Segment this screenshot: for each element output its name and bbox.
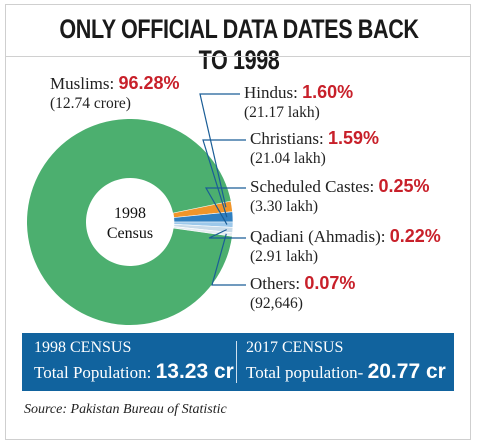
label-others-count: (92,646) [250, 295, 303, 312]
title-divider [6, 56, 470, 57]
center-label-line-2: Census [106, 225, 154, 242]
census-2017: 2017 CENSUS Total population- 20.77 cr [246, 338, 446, 387]
center-label: 1998 Census [92, 204, 168, 244]
label-muslims-percent: 96.28% [118, 73, 180, 93]
center-label-line-1: 1998 [114, 205, 146, 222]
label-others: Others: 0.07% (92,646) [250, 273, 356, 312]
label-christians-count: (21.04 lakh) [250, 150, 326, 167]
label-muslims: Muslims: 96.28% (12.74 crore) [50, 73, 180, 112]
label-qadiani-name: Qadiani (Ahmadis) [250, 227, 381, 246]
label-scheduled-castes-name: Scheduled Castes [250, 177, 370, 196]
chart-title: ONLY OFFICIAL DATA DATES BACK TO 1998 [59, 14, 419, 75]
label-scheduled-castes: Scheduled Castes: 0.25% (3.30 lakh) [250, 176, 430, 215]
label-christians-percent: 1.59% [327, 128, 379, 148]
label-muslims-name: Muslims [50, 74, 110, 93]
census-banner: 1998 CENSUS Total Population: 13.23 cr 2… [22, 333, 454, 391]
label-muslims-count: (12.74 crore) [50, 95, 131, 112]
census-1998-heading: 1998 CENSUS [34, 339, 132, 356]
label-hindus: Hindus: 1.60% (21.17 lakh) [244, 82, 354, 121]
census-2017-label: Total population- [246, 363, 364, 382]
label-hindus-name: Hindus [244, 83, 294, 102]
census-2017-value: 20.77 cr [367, 360, 446, 383]
label-qadiani-count: (2.91 lakh) [250, 248, 319, 265]
census-2017-heading: 2017 CENSUS [246, 339, 344, 356]
label-others-name: Others [250, 274, 296, 293]
label-christians: Christians: 1.59% (21.04 lakh) [250, 128, 379, 167]
label-qadiani: Qadiani (Ahmadis): 0.22% (2.91 lakh) [250, 226, 441, 265]
label-hindus-percent: 1.60% [302, 82, 354, 102]
label-others-percent: 0.07% [304, 273, 356, 293]
slice-muslims [26, 118, 232, 325]
label-hindus-count: (21.17 lakh) [244, 104, 320, 121]
banner-divider [236, 341, 237, 383]
census-1998-label: Total Population: [34, 363, 152, 382]
leader-line-hindus [199, 93, 240, 208]
census-1998: 1998 CENSUS Total Population: 13.23 cr [34, 338, 234, 387]
leader-line-others [211, 233, 246, 286]
chart-frame [5, 4, 471, 440]
census-1998-value: 13.23 cr [155, 360, 234, 383]
leader-line-scheduled-castes [204, 187, 246, 225]
leader-line-christians [202, 139, 246, 218]
leader-line-qadiani [208, 229, 246, 239]
label-scheduled-castes-percent: 0.25% [378, 176, 430, 196]
label-scheduled-castes-count: (3.30 lakh) [250, 198, 319, 215]
label-christians-name: Christians [250, 129, 319, 148]
source-note: Source: Pakistan Bureau of Statistic [24, 402, 227, 417]
label-qadiani-percent: 0.22% [389, 226, 441, 246]
